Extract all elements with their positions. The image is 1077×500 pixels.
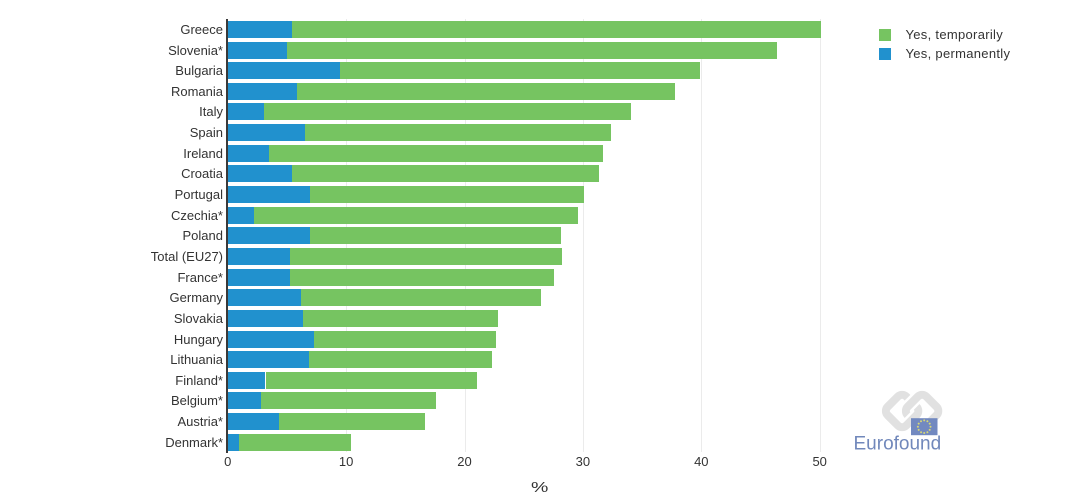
svg-text:Eurofound: Eurofound	[854, 434, 942, 455]
